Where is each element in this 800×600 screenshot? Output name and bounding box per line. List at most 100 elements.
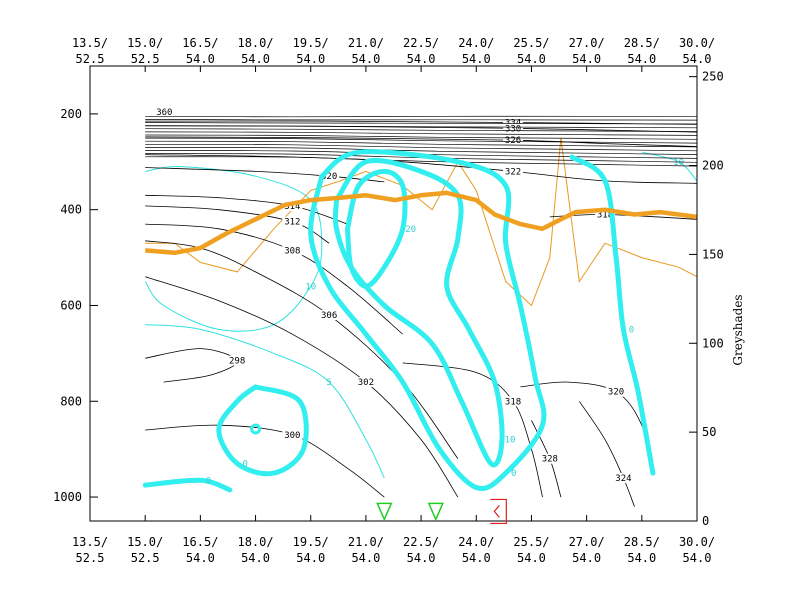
theta-e-label-bg [282, 429, 303, 440]
theta-e-label-bg [503, 117, 524, 128]
station-triangle-marker [427, 502, 444, 522]
cyan-thick-contour [569, 154, 656, 476]
x-bottom-tick-label: 30.0/54.0 [679, 535, 715, 565]
cyan-thick-contour-label: 10 [505, 436, 516, 446]
theta-e-dense-contour [145, 119, 697, 121]
cyan-thin-contour-label: 5 [326, 378, 331, 388]
theta-e-contour-label: 302 [358, 378, 374, 388]
cyan-thin-contour-label: 10 [305, 282, 316, 292]
tick-label-line: 27.0/ [569, 535, 605, 549]
theta-e-label-bg [227, 355, 248, 366]
theta-e-contour-label: 320 [608, 388, 624, 398]
tick-label-line: 54.0 [627, 551, 656, 565]
theta-e-contour [578, 401, 635, 507]
tick-label-line: 54.0 [296, 551, 325, 565]
cyan-thin-contour [145, 324, 385, 479]
x-top-tick-label: 19.5/54.0 [293, 36, 329, 66]
y-right-tick-label: 50 [702, 425, 716, 439]
theta-e-dense-contour [145, 128, 697, 132]
tick-label-line: 54.0 [462, 551, 491, 565]
theta-e-contour [145, 167, 385, 183]
tick-label-line: 25.5/ [513, 535, 549, 549]
tick-label-line: 54.0 [683, 551, 712, 565]
x-bottom-tick-label: 21.0/54.0 [348, 535, 384, 565]
theta-e-contour-label: 318 [597, 210, 613, 220]
x-top-tick-label: 30.0/54.0 [679, 36, 715, 66]
tick-label-line: 27.0/ [569, 36, 605, 50]
tick-label-line: 52.5 [131, 52, 160, 66]
theta-e-label-bg [319, 310, 340, 321]
y-right-tick-label: 250 [702, 70, 724, 84]
tick-label-line: 54.0 [407, 551, 436, 565]
y-right-tick-label: 150 [702, 247, 724, 261]
theta-e-label-bg [282, 216, 303, 227]
theta-e-label-bg [503, 396, 524, 407]
x-top-tick-label: 25.5/54.0 [513, 36, 549, 66]
tick-label-line: 22.5/ [403, 36, 439, 50]
tick-label-line: 30.0/ [679, 535, 715, 549]
theta-e-dense-contour [145, 125, 697, 129]
tick-label-line: 54.0 [572, 52, 601, 66]
theta-e-contour-label: 322 [505, 167, 521, 177]
x-bottom-tick-label: 25.5/54.0 [513, 535, 549, 565]
orange-thick-line [145, 190, 697, 256]
theta-e-label-bg [595, 209, 616, 220]
cyan-thick-contour-label: 20 [405, 225, 416, 235]
x-bottom-tick-label: 15.0/52.5 [127, 535, 163, 565]
x-bottom-tick-label: 19.5/54.0 [293, 535, 329, 565]
tick-label-line: 21.0/ [348, 535, 384, 549]
x-top-tick-label: 22.5/54.0 [403, 36, 439, 66]
theta-e-contour [145, 194, 348, 225]
cyan-thick-contour [308, 149, 547, 491]
tick-label-line: 54.0 [296, 52, 325, 66]
theta-e-contour-label: 314 [284, 202, 300, 212]
x-top-tick-label: 16.5/54.0 [182, 36, 218, 66]
tick-label-line: 54.0 [517, 52, 546, 66]
theta-e-dense-contour [145, 156, 697, 167]
y-left-tick-label: 200 [60, 107, 82, 121]
x-top-tick-label: 18.0/54.0 [237, 36, 273, 66]
theta-e-label-bg [319, 171, 340, 182]
x-bottom-tick-label: 24.0/54.0 [458, 535, 494, 565]
theta-e-top-label: 360 [156, 108, 172, 118]
theta-e-contour-label: 308 [284, 246, 300, 256]
theta-e-label-bg [355, 377, 376, 388]
tick-label-line: 54.0 [572, 551, 601, 565]
tick-label-line: 54.0 [241, 52, 270, 66]
tick-label-line: 18.0/ [237, 535, 273, 549]
theta-e-contour [145, 205, 330, 244]
cyan-thin-contour-label: 10 [673, 158, 684, 168]
x-top-tick-label: 13.5/52.5 [72, 36, 108, 66]
theta-e-dense-contour [145, 122, 697, 125]
x-bottom-tick-label: 22.5/54.0 [403, 535, 439, 565]
tick-label-line: 54.0 [627, 52, 656, 66]
tick-label-line: 52.5 [76, 551, 105, 565]
tick-label-line: 18.0/ [237, 36, 273, 50]
theta-e-dense-contour [145, 140, 697, 148]
x-top-tick-label: 15.0/52.5 [127, 36, 163, 66]
tick-label-line: 13.5/ [72, 36, 108, 50]
tick-label-line: 24.0/ [458, 535, 494, 549]
x-top-tick-label: 24.0/54.0 [458, 36, 494, 66]
y-left-tick-label: 400 [60, 203, 82, 217]
theta-e-dense-contour [145, 147, 697, 155]
theta-e-contour-label: 330 [505, 124, 521, 134]
theta-e-contour-label: 312 [284, 218, 300, 228]
plot-frame [89, 65, 698, 522]
theta-e-contour-label: 300 [284, 431, 300, 441]
tick-label-line: 24.0/ [458, 36, 494, 50]
theta-e-dense-contour [145, 143, 697, 152]
theta-e-dense-contour [145, 134, 697, 140]
y-left-tick-label: 600 [60, 298, 82, 312]
station-bracket-arrow [493, 505, 500, 518]
x-top-tick-label: 27.0/54.0 [569, 36, 605, 66]
tick-label-line: 54.0 [351, 52, 380, 66]
cyan-ring-marker [250, 423, 262, 435]
station-triangle-marker [376, 502, 393, 522]
cyan-thick-contour [142, 477, 233, 493]
x-bottom-tick-label: 27.0/54.0 [569, 535, 605, 565]
x-bottom-tick-label: 18.0/54.0 [237, 535, 273, 565]
theta-e-dense-contour [145, 137, 697, 144]
